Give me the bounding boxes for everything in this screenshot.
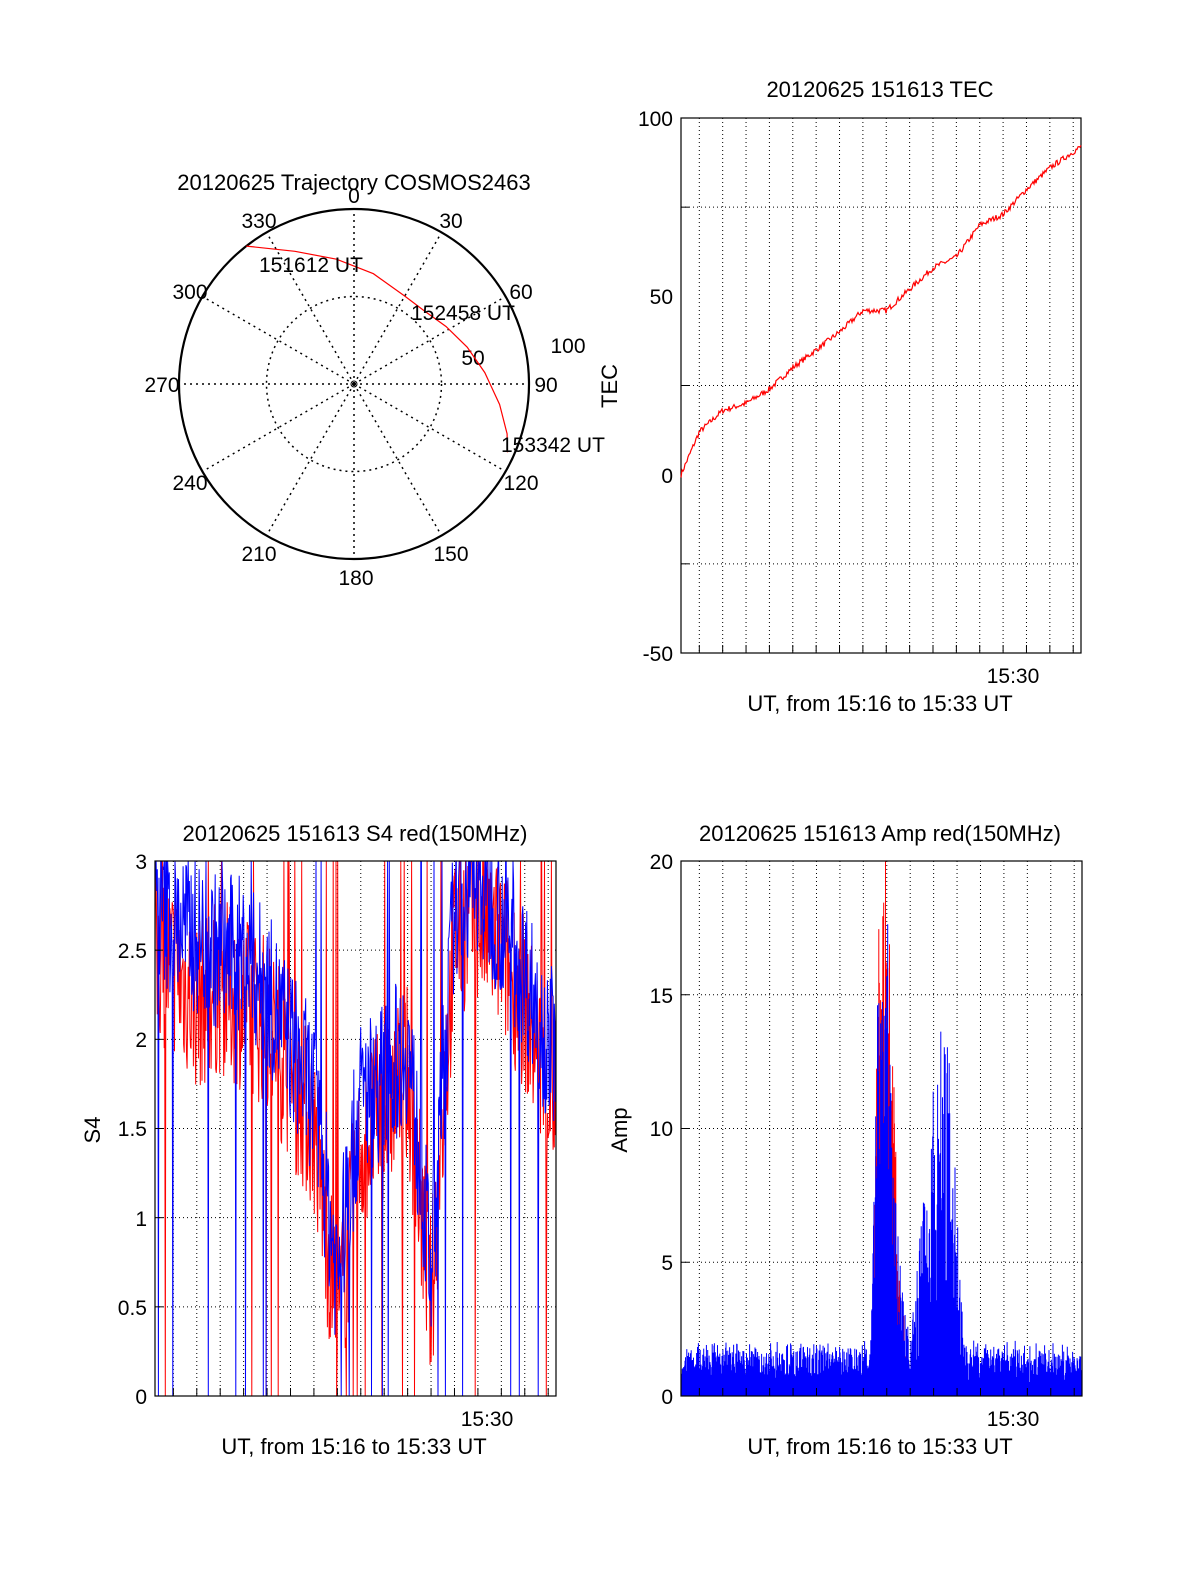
tec-ytick-minus50: -50	[643, 643, 673, 666]
tec-title: 20120625 151613 TEC	[766, 77, 993, 102]
tec-xtick-1530: 15:30	[987, 665, 1040, 688]
s4-xlabel: UT, from 15:16 to 15:33 UT	[221, 1434, 486, 1459]
azimuth-label-0: 0	[348, 185, 360, 208]
polar-title: 20120625 Trajectory COSMOS2463	[177, 170, 530, 195]
s4-grid	[155, 861, 556, 1396]
s4-ytick-2.5: 2.5	[118, 940, 147, 963]
polar-center	[350, 380, 358, 388]
tec-ytick-0: 0	[661, 465, 673, 488]
azimuth-label-120: 120	[503, 472, 538, 495]
tec-xlabel: UT, from 15:16 to 15:33 UT	[747, 691, 1012, 716]
tec-ytick-100: 100	[638, 108, 673, 131]
s4-ytick-0: 0	[135, 1386, 147, 1409]
amp-ytick-5: 5	[661, 1252, 673, 1275]
s4-ytick-2: 2	[135, 1029, 147, 1052]
s4-panel: 20120625 151613 S4 red(150MHz) 3 2.5 2 1…	[80, 821, 557, 1459]
polar-plot: 20120625 Trajectory COSMOS2463 0 30 60 9…	[144, 170, 605, 590]
amp-ytick-10: 10	[650, 1118, 673, 1141]
azimuth-label-30: 30	[439, 210, 462, 233]
trajectory-start-label: 151612 UT	[259, 254, 363, 277]
azimuth-label-180: 180	[338, 567, 373, 590]
trajectory-line	[246, 245, 509, 453]
tec-ylabel: TEC	[597, 364, 622, 408]
azimuth-label-270: 270	[144, 374, 179, 397]
azimuth-label-210: 210	[241, 543, 276, 566]
tec-series-line	[680, 145, 1082, 478]
s4-ytick-3: 3	[135, 851, 147, 874]
polar-spoke-120	[353, 383, 506, 473]
azimuth-label-150: 150	[433, 543, 468, 566]
polar-spoke-240	[202, 383, 355, 473]
polar-grid	[179, 209, 529, 559]
azimuth-label-300: 300	[172, 281, 207, 304]
azimuth-label-240: 240	[172, 472, 207, 495]
tec-ytick-50: 50	[650, 286, 673, 309]
amp-ytick-15: 15	[650, 985, 673, 1008]
trajectory-mid-label: 152458 UT	[411, 302, 515, 325]
tec-panel: 20120625 151613 TEC 100 50 0 -50 15:30 U…	[597, 77, 1082, 716]
amp-xlabel: UT, from 15:16 to 15:33 UT	[747, 1434, 1012, 1459]
s4-ytick-1: 1	[135, 1208, 147, 1231]
polar-ring-50	[265, 295, 443, 473]
s4-ylabel: S4	[80, 1117, 105, 1144]
polar-spoke-150	[353, 383, 443, 536]
s4-ytick-1.5: 1.5	[118, 1118, 147, 1141]
tec-grid	[681, 118, 1081, 653]
polar-spoke-60	[353, 295, 506, 385]
amp-ytick-20: 20	[650, 851, 673, 874]
polar-azimuth-labels: 0 30 60 90 120 150 180 210 240 270 300 3…	[144, 185, 557, 590]
polar-spoke-210	[265, 383, 355, 536]
s4-blue-series	[154, 860, 557, 1397]
azimuth-label-60: 60	[509, 281, 532, 304]
polar-spoke-300	[202, 295, 355, 385]
trajectory-end-label: 153342 UT	[501, 434, 605, 457]
amp-ytick-0: 0	[661, 1386, 673, 1409]
polar-outer-circle	[177, 207, 531, 561]
s4-xtick-1530: 15:30	[461, 1408, 514, 1431]
azimuth-label-90: 90	[534, 374, 557, 397]
polar-spoke-330	[265, 232, 355, 385]
amp-xtick-1530: 15:30	[987, 1408, 1040, 1431]
s4-ticks	[155, 949, 549, 1396]
amp-title: 20120625 151613 Amp red(150MHz)	[699, 821, 1061, 846]
polar-spoke-30	[353, 232, 443, 385]
s4-series-1	[154, 860, 557, 1397]
amp-panel: 20120625 151613 Amp red(150MHz) 20 15 10…	[607, 821, 1083, 1459]
tec-ticks	[681, 206, 1074, 653]
s4-ytick-0.5: 0.5	[118, 1297, 147, 1320]
azimuth-label-330: 330	[241, 210, 276, 233]
s4-title: 20120625 151613 S4 red(150MHz)	[183, 821, 528, 846]
radius-label-100: 100	[550, 335, 585, 358]
amp-ylabel: Amp	[607, 1107, 632, 1152]
amp-ticks	[681, 994, 1075, 1396]
